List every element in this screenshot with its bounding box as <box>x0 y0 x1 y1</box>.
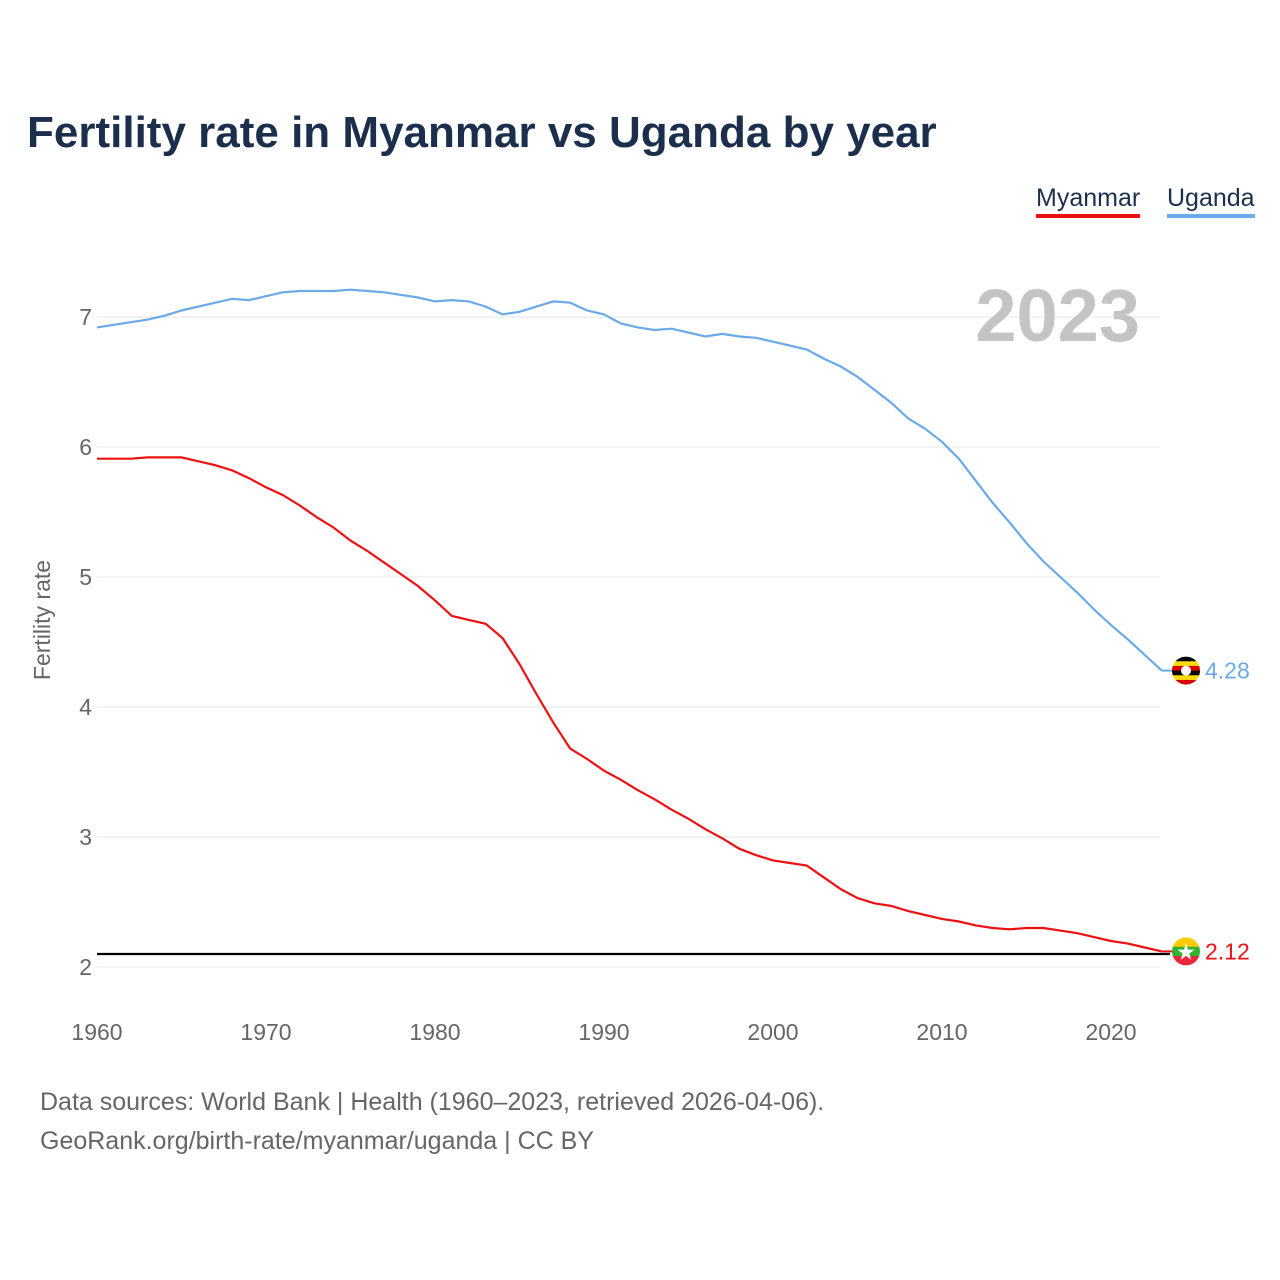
y-tick-label: 3 <box>79 824 92 850</box>
flag-stripe <box>1172 679 1200 685</box>
y-axis-label: Fertility rate <box>29 560 55 680</box>
y-tick-label: 6 <box>79 434 92 460</box>
series-line-uganda <box>96 288 1163 672</box>
x-tick-label: 1990 <box>578 1019 629 1045</box>
x-tick-label: 2020 <box>1085 1019 1136 1045</box>
flag-stripe <box>1172 937 1200 948</box>
legend-myanmar[interactable]: Myanmar <box>1036 184 1141 218</box>
y-tick-label: 2 <box>79 954 92 980</box>
flag-stripe <box>1172 656 1200 662</box>
attribution-line: GeoRank.org/birth-rate/myanmar/uganda | … <box>40 1127 594 1155</box>
flag-stripe <box>1172 675 1200 681</box>
year-watermark: 2023 <box>975 274 1140 357</box>
x-tick-label: 1970 <box>240 1019 291 1045</box>
legend-uganda[interactable]: Uganda <box>1167 184 1255 218</box>
source-line: Data sources: World Bank | Health (1960–… <box>40 1088 825 1116</box>
x-tick-label: 1980 <box>409 1019 460 1045</box>
flag-star <box>1177 943 1195 960</box>
y-tick-label: 7 <box>79 304 92 330</box>
flag-emblem <box>1181 665 1191 676</box>
x-tick-label: 2000 <box>747 1019 798 1045</box>
x-tick-label: 1960 <box>71 1019 122 1045</box>
x-tick-label: 2010 <box>916 1019 967 1045</box>
myanmar-flag-icon <box>1172 937 1200 966</box>
uganda-flag-icon <box>1172 656 1200 685</box>
flag-stripe <box>1172 956 1200 966</box>
flag-stripe <box>1172 661 1200 667</box>
y-tick-label: 5 <box>79 564 92 590</box>
chart-title: Fertility rate in Myanmar vs Uganda by y… <box>27 108 937 157</box>
end-value-label-myanmar: 2.12 <box>1205 938 1250 964</box>
end-value-label-uganda: 4.28 <box>1205 658 1250 684</box>
y-tick-label: 4 <box>79 694 92 720</box>
series-line-myanmar <box>97 456 1162 953</box>
